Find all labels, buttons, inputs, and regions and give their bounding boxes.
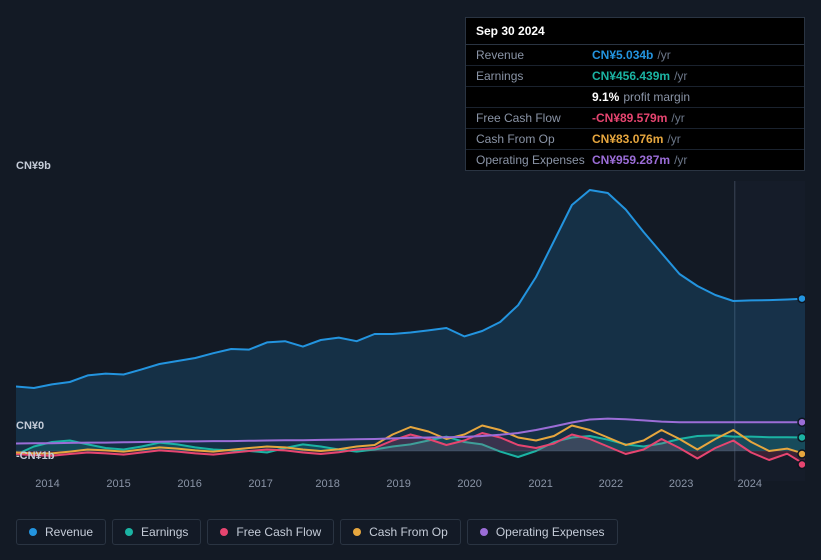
legend-item-cash-from-op[interactable]: Cash From Op xyxy=(340,519,461,545)
legend-label: Free Cash Flow xyxy=(236,525,321,539)
legend-dot-icon xyxy=(125,528,133,536)
tooltip-row: 9.1% profit margin xyxy=(466,87,804,108)
x-axis: 2014 2015 2016 2017 2018 2019 2020 2021 2022 2023… xyxy=(16,478,805,492)
x-tick: 2015 xyxy=(106,478,130,490)
legend-label: Earnings xyxy=(141,525,188,539)
chart-tooltip: Sep 30 2024 RevenueCN¥5.034b/yrEarningsC… xyxy=(465,17,805,171)
chart-legend: Revenue Earnings Free Cash Flow Cash From O… xyxy=(16,519,618,545)
tooltip-row-subtext: profit margin xyxy=(623,90,690,104)
x-tick: 2021 xyxy=(528,478,552,490)
tooltip-row-unit: /yr xyxy=(674,69,687,83)
legend-item-free-cash-flow[interactable]: Free Cash Flow xyxy=(207,519,334,545)
tooltip-row-value: 9.1% xyxy=(592,90,619,104)
legend-label: Operating Expenses xyxy=(496,525,605,539)
x-tick: 2022 xyxy=(599,478,623,490)
chart-plot-area[interactable] xyxy=(16,176,805,486)
tooltip-row-unit: /yr xyxy=(657,48,670,62)
x-tick: 2023 xyxy=(669,478,693,490)
x-tick: 2024 xyxy=(738,478,762,490)
legend-dot-icon xyxy=(480,528,488,536)
y-label-neg: -CN¥1b xyxy=(16,450,55,462)
tooltip-row: Free Cash Flow-CN¥89.579m/yr xyxy=(466,108,804,129)
tooltip-row-label: Cash From Op xyxy=(476,132,592,146)
legend-dot-icon xyxy=(29,528,37,536)
tooltip-row: Cash From OpCN¥83.076m/yr xyxy=(466,129,804,150)
tooltip-row-label: Earnings xyxy=(476,69,592,83)
y-label-top: CN¥9b xyxy=(16,160,805,172)
legend-dot-icon xyxy=(353,528,361,536)
tooltip-row-value: CN¥5.034b xyxy=(592,48,653,62)
tooltip-row-value: -CN¥89.579m xyxy=(592,111,667,125)
tooltip-row-value: CN¥456.439m xyxy=(592,69,670,83)
x-tick: 2016 xyxy=(177,478,201,490)
legend-item-operating-expenses[interactable]: Operating Expenses xyxy=(467,519,618,545)
legend-dot-icon xyxy=(220,528,228,536)
financials-chart[interactable]: CN¥9b CN¥0 -CN¥1b 2014201520162017201820… xyxy=(16,160,805,486)
x-tick: 2019 xyxy=(386,478,410,490)
tooltip-date: Sep 30 2024 xyxy=(466,18,804,45)
tooltip-row: RevenueCN¥5.034b/yr xyxy=(466,45,804,66)
x-tick: 2017 xyxy=(248,478,272,490)
legend-label: Revenue xyxy=(45,525,93,539)
tooltip-row-label xyxy=(476,90,592,104)
legend-label: Cash From Op xyxy=(369,525,448,539)
x-tick: 2018 xyxy=(315,478,339,490)
tooltip-row-value: CN¥83.076m xyxy=(592,132,663,146)
legend-item-revenue[interactable]: Revenue xyxy=(16,519,106,545)
y-label-zero: CN¥0 xyxy=(16,420,44,432)
tooltip-row-unit: /yr xyxy=(667,132,680,146)
legend-item-earnings[interactable]: Earnings xyxy=(112,519,201,545)
tooltip-row: EarningsCN¥456.439m/yr xyxy=(466,66,804,87)
x-tick: 2014 xyxy=(35,478,59,490)
tooltip-row-label: Free Cash Flow xyxy=(476,111,592,125)
x-tick: 2020 xyxy=(457,478,481,490)
tooltip-row-label: Revenue xyxy=(476,48,592,62)
tooltip-row-unit: /yr xyxy=(671,111,684,125)
